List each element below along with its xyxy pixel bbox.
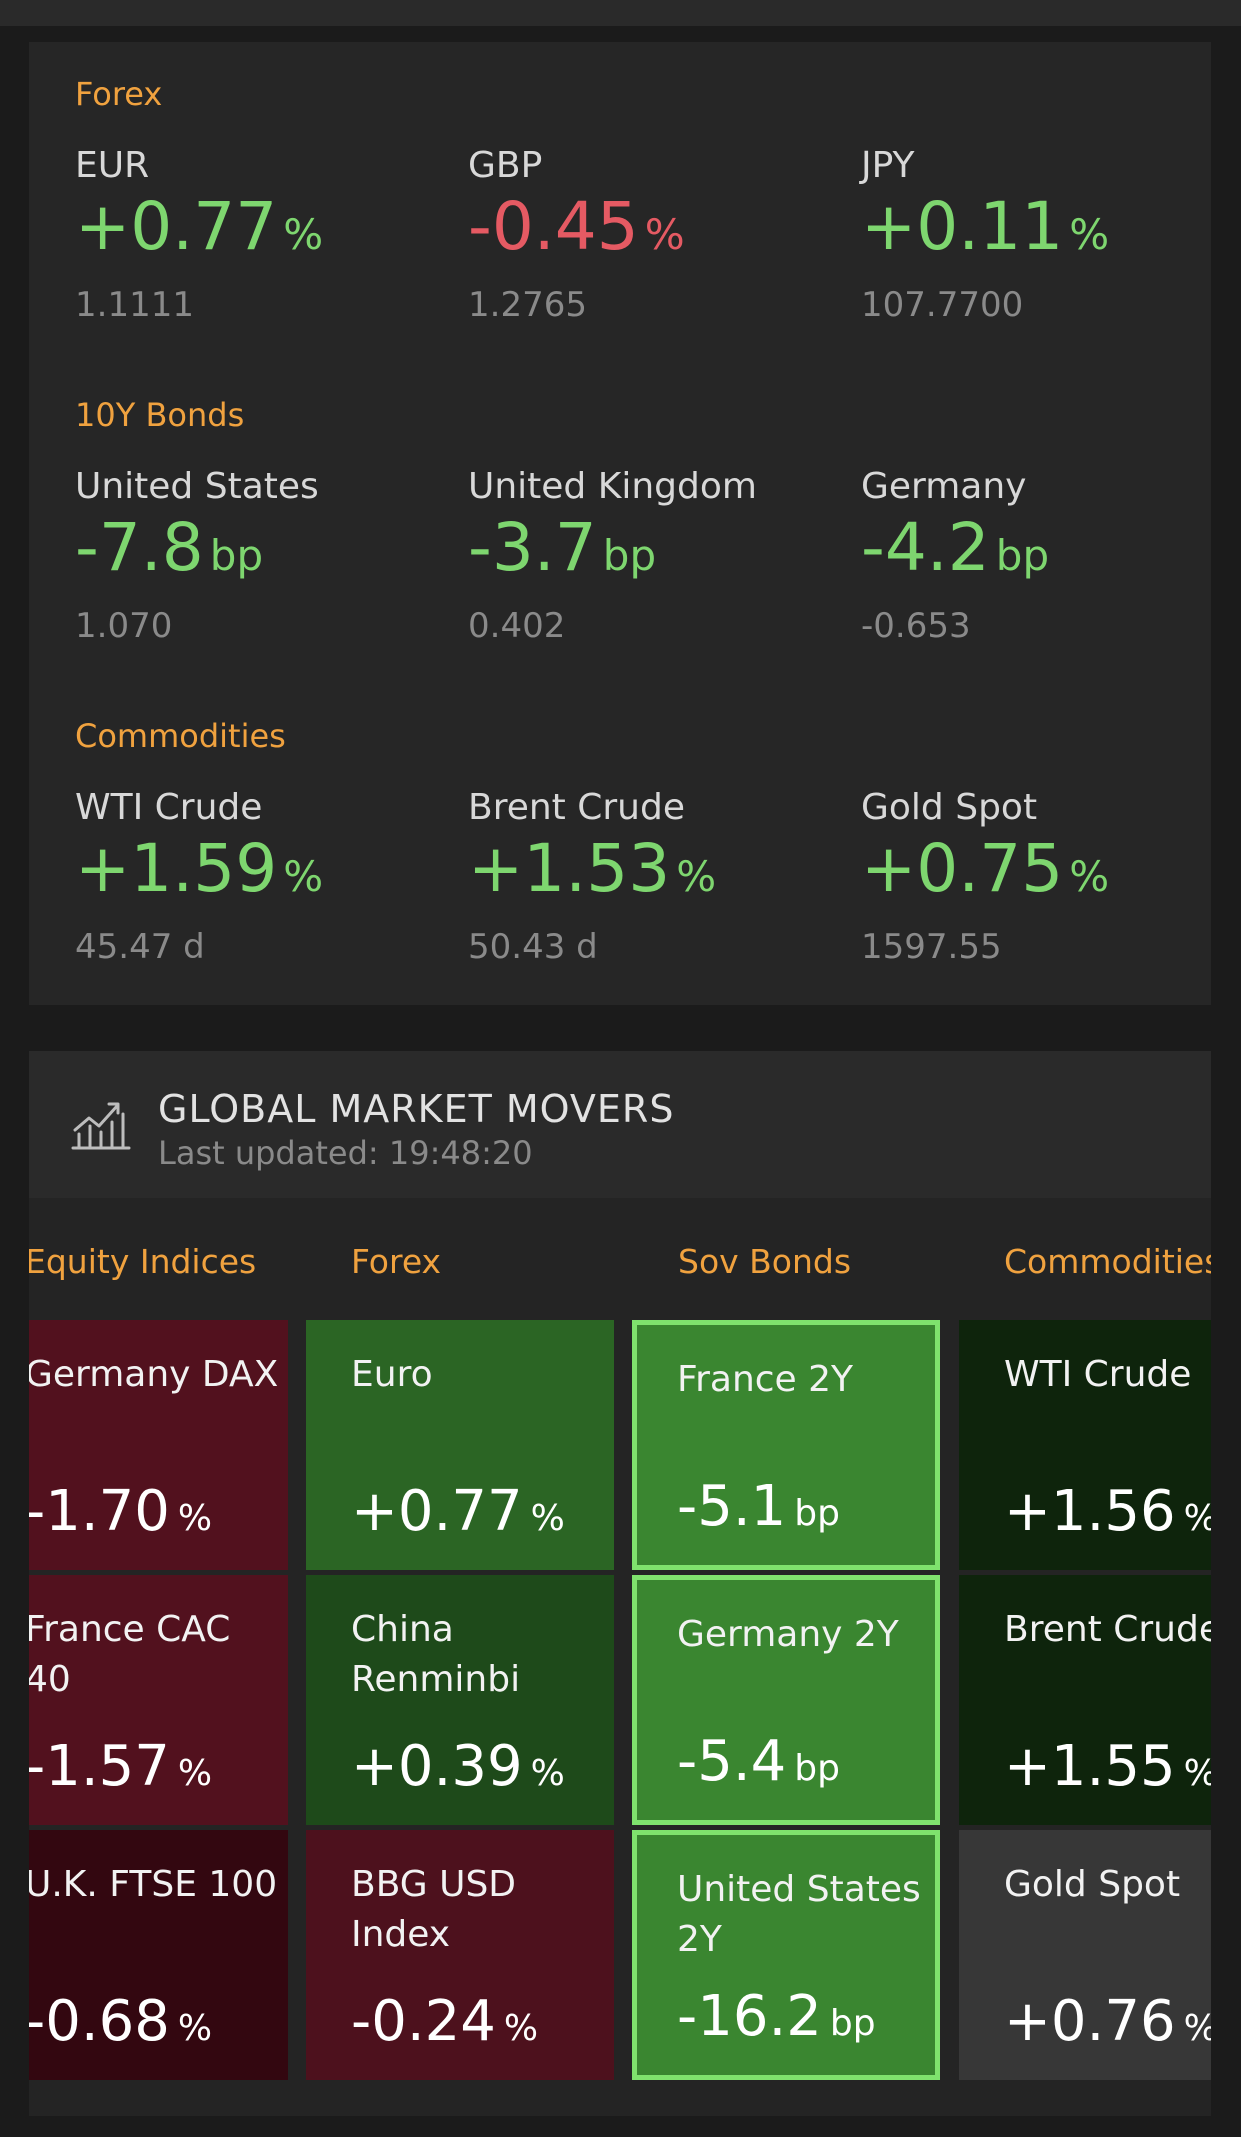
item-name: EUR (75, 145, 150, 186)
movers-header: GLOBAL MARKET MOVERS Last updated: 19:48… (29, 1051, 1211, 1198)
item-price: 1.2765 (468, 285, 587, 325)
tile-name: France 2Y (677, 1359, 854, 1400)
tile-value: +0.39% (351, 1734, 565, 1799)
item-price: 1597.55 (861, 927, 1002, 967)
item-name: GBP (468, 145, 543, 186)
section-title-forex: Forex (75, 75, 163, 113)
tile-name: WTI Crude (1004, 1354, 1192, 1395)
item-price: -0.653 (861, 606, 971, 646)
summary-item-gold[interactable]: Gold Spot +0.75% 1597.55 (861, 788, 1241, 969)
item-change: +0.77% (75, 188, 324, 265)
tile-value: -0.68% (29, 1989, 213, 2054)
tile-value: -5.4 bp (677, 1729, 840, 1794)
item-price: 45.47 d (75, 927, 205, 967)
tile-value: -5.1 bp (677, 1474, 840, 1539)
item-change: -3.7 bp (468, 509, 657, 586)
summary-item-us-10y[interactable]: United States -7.8 bp 1.070 (75, 467, 455, 648)
tile-name: Germany DAX (29, 1354, 279, 1395)
tile-name: Brent Crude (1004, 1609, 1211, 1650)
summary-item-gbp[interactable]: GBP -0.45% 1.2765 (468, 146, 848, 327)
item-change: +1.53% (468, 830, 717, 907)
market-summary-card: Forex EUR +0.77% 1.1111 GBP -0.45% 1.276… (29, 42, 1211, 1005)
mover-tile-germany-2y[interactable]: Germany 2Y -5.4 bp (632, 1575, 940, 1825)
summary-item-eur[interactable]: EUR +0.77% 1.1111 (75, 146, 455, 327)
item-name: United Kingdom (468, 466, 757, 507)
item-change: -4.2 bp (861, 509, 1050, 586)
top-bar (0, 0, 1241, 26)
tile-name: France CAC 40 (29, 1609, 231, 1700)
summary-item-de-10y[interactable]: Germany -4.2 bp -0.653 (861, 467, 1241, 648)
item-price: 1.070 (75, 606, 173, 646)
tile-value: +0.76% (1004, 1989, 1211, 2054)
tile-name: U.K. FTSE 100 (29, 1864, 278, 1905)
item-change: -0.45% (468, 188, 685, 265)
mover-tile-china-renminbi[interactable]: China Renminbi +0.39% (306, 1575, 614, 1825)
col-header-forex[interactable]: Forex (351, 1242, 442, 1281)
mover-tile-germany-dax[interactable]: Germany DAX -1.70% (29, 1320, 288, 1570)
item-change: +0.11% (861, 188, 1110, 265)
tile-value: -0.24% (351, 1989, 539, 2054)
item-name: Gold Spot (861, 787, 1038, 828)
col-header-equity[interactable]: Equity Indices (29, 1242, 257, 1281)
item-name: United States (75, 466, 319, 507)
summary-item-brent[interactable]: Brent Crude +1.53% 50.43 d (468, 788, 848, 969)
tile-value: -1.70% (29, 1479, 213, 1544)
tile-value: +1.56% (1004, 1479, 1211, 1544)
tile-name: BBG USD Index (351, 1864, 517, 1955)
mover-tile-uk-ftse[interactable]: U.K. FTSE 100 -0.68% (29, 1830, 288, 2080)
global-market-movers-card: GLOBAL MARKET MOVERS Last updated: 19:48… (29, 1051, 1211, 2116)
section-title-bonds: 10Y Bonds (75, 396, 245, 434)
summary-item-jpy[interactable]: JPY +0.11% 107.7700 (861, 146, 1241, 327)
item-name: Germany (861, 466, 1027, 507)
section-title-commodities: Commodities (75, 717, 286, 755)
movers-title: GLOBAL MARKET MOVERS (158, 1087, 675, 1131)
item-price: 0.402 (468, 606, 566, 646)
tile-name: Euro (351, 1354, 433, 1395)
item-change: +1.59% (75, 830, 324, 907)
col-header-commodities[interactable]: Commodities (1004, 1242, 1211, 1281)
tile-name: Gold Spot (1004, 1864, 1181, 1905)
item-change: +0.75% (861, 830, 1110, 907)
item-price: 1.1111 (75, 285, 194, 325)
tile-value: +0.77% (351, 1479, 565, 1544)
mover-tile-us-2y[interactable]: United States 2Y -16.2 bp (632, 1830, 940, 2080)
tile-value: -1.57% (29, 1734, 213, 1799)
mover-tile-france-2y[interactable]: France 2Y -5.1 bp (632, 1320, 940, 1570)
item-price: 107.7700 (861, 285, 1024, 325)
col-header-sov-bonds[interactable]: Sov Bonds (678, 1242, 852, 1281)
mover-tile-brent-crude[interactable]: Brent Crude +1.55% (959, 1575, 1211, 1825)
tile-value: +1.55% (1004, 1734, 1211, 1799)
summary-item-uk-10y[interactable]: United Kingdom -3.7 bp 0.402 (468, 467, 848, 648)
tile-value: -16.2 bp (677, 1984, 876, 2049)
tile-name: Germany 2Y (677, 1614, 899, 1655)
mover-tile-wti-crude[interactable]: WTI Crude +1.56% (959, 1320, 1211, 1570)
chart-trend-icon (71, 1102, 131, 1150)
tile-name: United States 2Y (677, 1869, 921, 1960)
item-change: -7.8 bp (75, 509, 264, 586)
mover-tile-gold-spot[interactable]: Gold Spot +0.76% (959, 1830, 1211, 2080)
item-name: WTI Crude (75, 787, 263, 828)
tile-name: China Renminbi (351, 1609, 521, 1700)
mover-tile-bbg-usd[interactable]: BBG USD Index -0.24% (306, 1830, 614, 2080)
summary-item-wti[interactable]: WTI Crude +1.59% 45.47 d (75, 788, 455, 969)
item-name: JPY (861, 145, 915, 186)
item-name: Brent Crude (468, 787, 685, 828)
item-price: 50.43 d (468, 927, 598, 967)
last-updated: Last updated: 19:48:20 (158, 1134, 533, 1172)
mover-tile-france-cac[interactable]: France CAC 40 -1.57% (29, 1575, 288, 1825)
mover-tile-euro[interactable]: Euro +0.77% (306, 1320, 614, 1570)
